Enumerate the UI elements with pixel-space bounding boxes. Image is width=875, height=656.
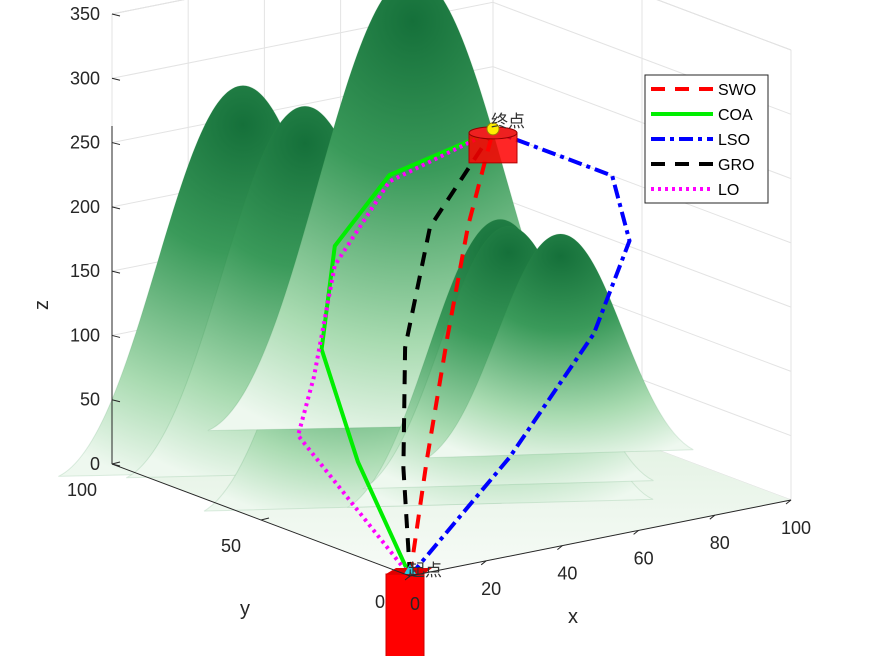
x-tick-label: 60 [634,548,654,568]
legend-label-lso: LSO [718,132,750,149]
z-tick-mark [111,13,121,17]
z-tick-mark [111,77,121,81]
y-tick-label: 100 [67,480,97,500]
y-tick-label: 50 [221,536,241,556]
y-axis-line [111,463,411,577]
start-label: 起点 [408,561,442,581]
start-obstacle-block [385,573,425,656]
z-axis-label: z [31,300,53,310]
z-tick-label: 300 [70,68,100,88]
z-tick-mark [111,206,121,210]
x-axis-line [409,499,792,577]
path-line-swo [408,130,495,577]
path-line-lo [296,129,494,578]
x-tick-label: 0 [410,594,420,614]
x-tick-label: 100 [781,518,811,538]
legend-label-gro: GRO [718,157,754,174]
x-tick-label: 20 [481,579,501,599]
legend-label-lo: LO [718,182,739,199]
z-tick-label: 150 [70,261,100,281]
x-tick-label: 80 [710,533,730,553]
x-tick-mark [404,575,411,581]
goal-label: 终点 [491,112,525,132]
z-tick-mark [111,399,121,403]
y-tick-label: 0 [375,592,385,612]
z-tick-mark [111,334,121,338]
z-tick-label: 0 [90,454,100,474]
z-tick-label: 100 [70,325,100,345]
x-axis-label: x [568,606,578,628]
start-marker [404,564,416,574]
z-tick-label: 200 [70,197,100,217]
legend-label-swo: SWO [718,82,756,99]
terrain-surface [58,0,791,576]
z-gridline [111,0,792,51]
goal-marker [486,122,500,136]
z-tick-label: 350 [70,4,100,24]
axis-ticks: 0 50 100 150 200 250 300 350 0 20 40 60 80 100 0 50 100 [67,4,811,614]
y-axis-label: y [240,598,250,620]
z-tick-mark [111,270,121,274]
path-line-coa [319,129,494,577]
legend-label-coa: COA [718,107,753,124]
y-tick-mark [111,461,121,465]
z-tick-label: 50 [80,390,100,410]
z-tick-mark [111,142,121,146]
path-line-gro [401,129,495,577]
z-tick-label: 250 [70,133,100,153]
path-series [296,129,632,578]
legend-box [644,74,769,204]
y-tick-mark [260,517,270,521]
legend: SWO COA LSO GRO LO [644,74,769,204]
terrain-peak [426,233,696,459]
x-tick-label: 40 [557,564,577,584]
